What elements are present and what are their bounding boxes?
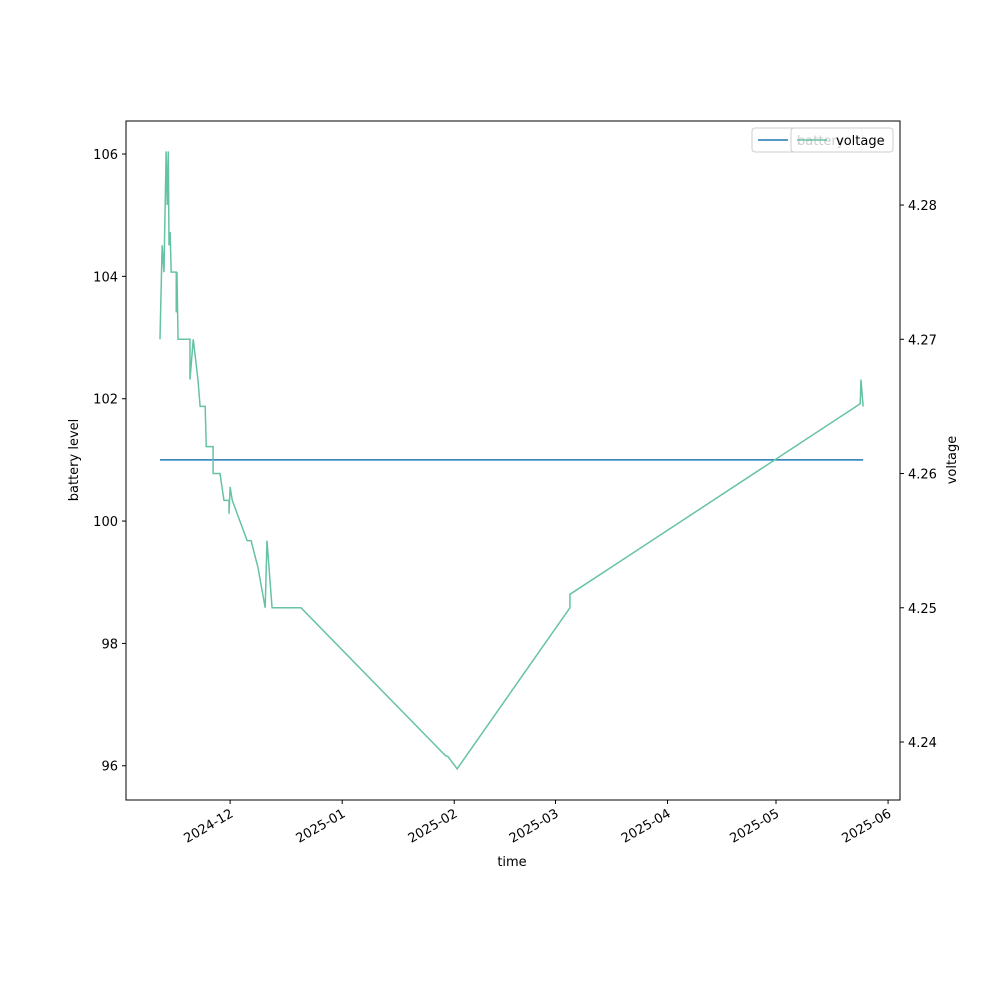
y-tick-label: 106 <box>93 148 118 163</box>
x-tick-label: 2025-03 <box>507 806 562 846</box>
y2-tick-label: 4.24 <box>908 736 937 751</box>
x-tick-label: 2025-01 <box>294 806 349 846</box>
x-axis-label: time <box>497 855 526 870</box>
legend-label: voltage <box>836 134 885 149</box>
x-tick-label: 2025-06 <box>840 806 895 846</box>
legend-box <box>790 127 894 153</box>
y2-axis-label: voltage <box>945 436 960 485</box>
y2-tick-label: 4.28 <box>908 199 937 214</box>
y-axis-label: battery level <box>67 419 82 502</box>
plot-frame <box>125 120 901 801</box>
y2-tick-label: 4.26 <box>908 468 937 483</box>
x-tick-label: 2025-04 <box>619 806 674 846</box>
x-tick-label: 2025-05 <box>727 806 782 846</box>
y2-tick-label: 4.27 <box>908 333 937 348</box>
y-tick-label: 104 <box>93 270 118 285</box>
y2-tick-label: 4.25 <box>908 602 937 617</box>
y-tick-label: 96 <box>101 760 118 775</box>
x-tick-label: 2025-02 <box>406 806 461 846</box>
y-tick-label: 100 <box>93 515 118 530</box>
y-tick-label: 102 <box>93 393 118 408</box>
y-tick-label: 98 <box>101 637 118 652</box>
series-line <box>159 151 864 771</box>
x-tick-label: 2024-12 <box>182 806 237 846</box>
